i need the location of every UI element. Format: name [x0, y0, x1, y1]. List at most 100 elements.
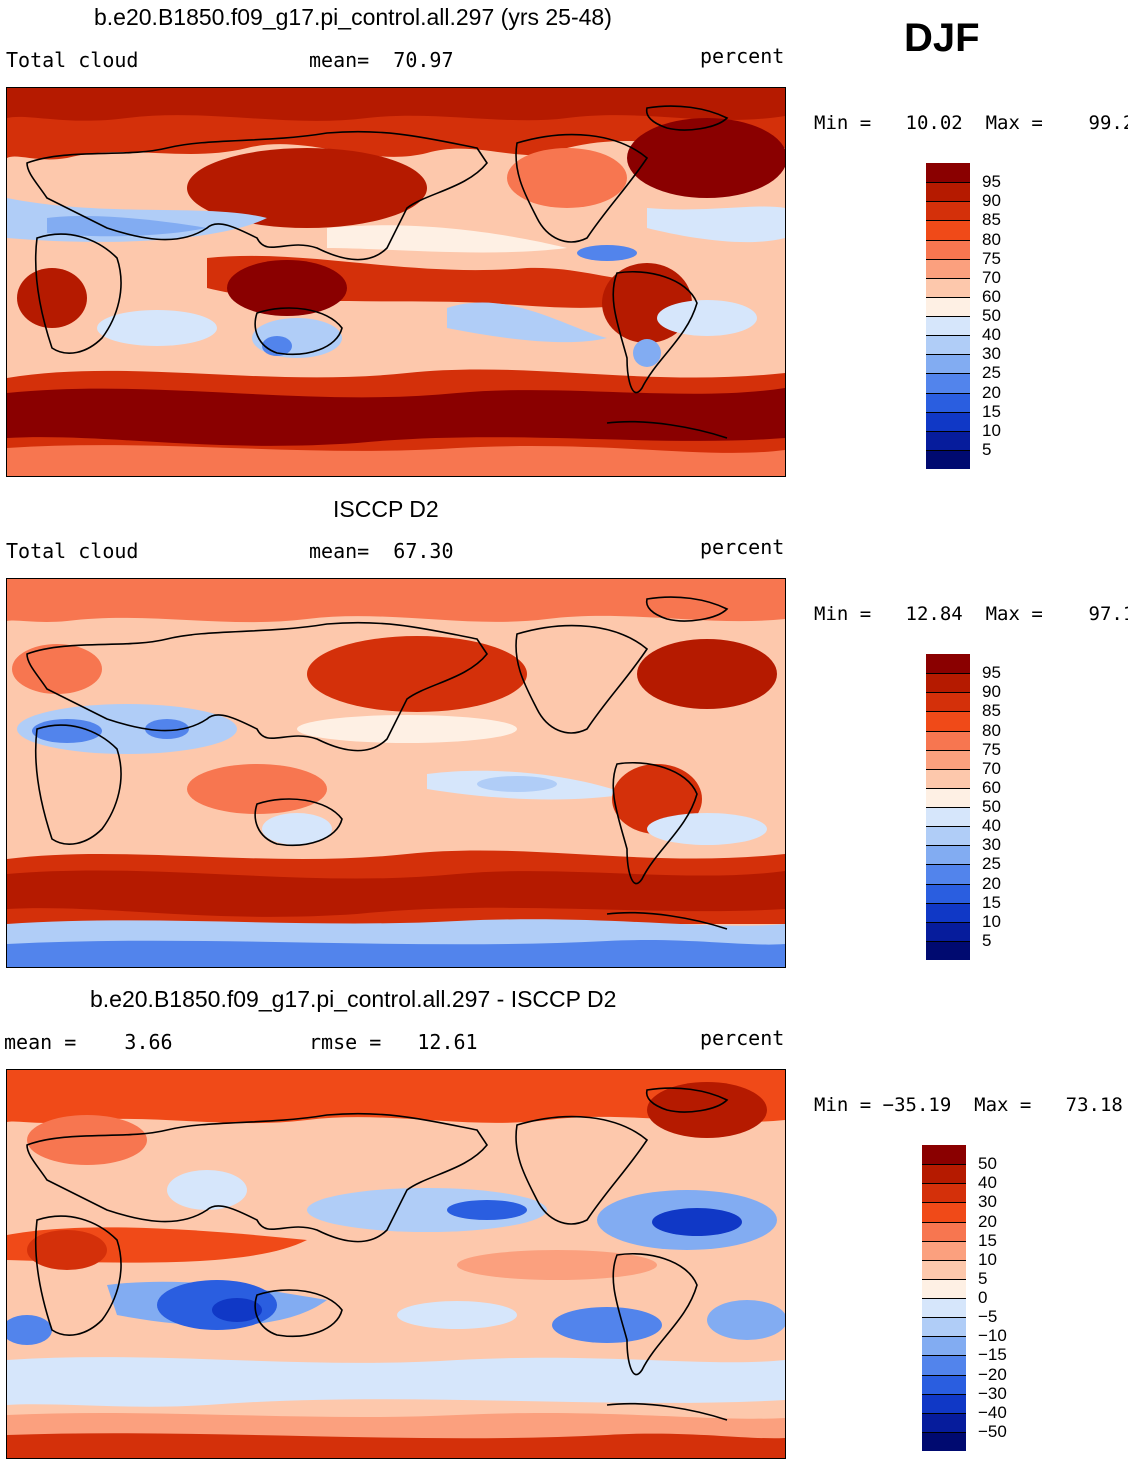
colorbar-swatch	[926, 654, 970, 674]
colorbar-swatch	[926, 768, 970, 788]
colorbar-swatch	[922, 1431, 966, 1451]
minmax-label: Min = −35.19 Max = 73.18	[814, 1094, 1123, 1116]
colorbar-label: 40	[982, 325, 1001, 345]
colorbar-label: 10	[978, 1249, 997, 1269]
colorbar-swatch	[926, 449, 970, 469]
colorbar-label: 85	[982, 701, 1001, 721]
colorbar-swatch	[926, 692, 970, 712]
colorbar-swatch	[922, 1240, 966, 1260]
colorbar-swatch	[926, 921, 970, 941]
panel-title: b.e20.B1850.f09_g17.pi_control.all.297 (…	[94, 4, 612, 30]
colorbar-swatch	[926, 845, 970, 865]
colorbar-label: −50	[978, 1421, 1007, 1441]
colorbar-swatch	[926, 220, 970, 240]
colorbar-swatch	[926, 354, 970, 374]
colorbar-label: 95	[982, 663, 1001, 683]
colorbar-swatch	[922, 1164, 966, 1184]
colorbar-swatch	[922, 1317, 966, 1337]
mean-label: mean= 70.97	[309, 48, 454, 72]
colorbar-label: 60	[982, 777, 1001, 797]
colorbar-label: 75	[982, 248, 1001, 268]
colorbar-swatch	[926, 258, 970, 278]
panel-title: b.e20.B1850.f09_g17.pi_control.all.297 -…	[90, 986, 617, 1012]
colorbar-label: 40	[978, 1173, 997, 1193]
colorbar-label: −10	[978, 1326, 1007, 1346]
colorbar-swatch	[922, 1336, 966, 1356]
colorbar-label: 5	[978, 1268, 988, 1288]
colorbar-label: 20	[978, 1211, 997, 1231]
colorbar-swatch	[926, 826, 970, 846]
colorbar-swatch	[926, 239, 970, 259]
minmax-label: Min = 10.02 Max = 99.26	[814, 112, 1128, 134]
colorbar-label: 95	[982, 172, 1001, 192]
season-label: DJF	[904, 16, 980, 60]
colorbar-label: 90	[982, 191, 1001, 211]
variable-label: Total cloud	[6, 48, 139, 72]
panel-title: ISCCP D2	[333, 496, 439, 522]
minmax-label: Min = 12.84 Max = 97.10	[814, 603, 1128, 625]
cloud-map	[6, 578, 786, 968]
colorbar-label: 75	[982, 739, 1001, 759]
rmse-label: rmse = 12.61	[309, 1030, 478, 1054]
colorbar-swatch	[922, 1412, 966, 1432]
colorbar-label: −15	[978, 1345, 1007, 1365]
colorbar-swatch	[922, 1393, 966, 1413]
colorbar-swatch	[926, 373, 970, 393]
colorbar-label: −30	[978, 1383, 1007, 1403]
colorbar-label: −5	[978, 1307, 998, 1327]
colorbar-swatch	[922, 1298, 966, 1318]
colorbar-swatch	[926, 316, 970, 336]
colorbar-swatch	[926, 883, 970, 903]
colorbar-label: 50	[978, 1154, 997, 1174]
variable-label: Total cloud	[6, 539, 139, 563]
colorbar-label: 85	[982, 210, 1001, 230]
colorbar-swatch	[926, 902, 970, 922]
colorbar-label: 0	[978, 1288, 988, 1307]
units-label: percent	[700, 535, 785, 559]
colorbar-swatch	[926, 711, 970, 731]
colorbar-label: 15	[982, 892, 1001, 912]
colorbar-swatch	[926, 392, 970, 412]
colorbar-label: 40	[982, 816, 1001, 836]
colorbar-swatch	[922, 1355, 966, 1375]
colorbar-label: 30	[982, 344, 1001, 364]
colorbar-swatch	[922, 1183, 966, 1203]
colorbar-label: 60	[982, 286, 1001, 306]
colorbar-label: 5	[982, 439, 992, 459]
colorbar-label: 5	[982, 930, 992, 950]
colorbar-label: 70	[982, 758, 1001, 778]
colorbar-label: 90	[982, 682, 1001, 702]
colorbar-swatch	[926, 163, 970, 183]
colorbar-swatch	[922, 1278, 966, 1298]
mean-label: mean = 3.66	[4, 1030, 173, 1054]
colorbar-label: 10	[982, 911, 1001, 931]
colorbar-swatch	[926, 296, 970, 316]
units-label: percent	[700, 1026, 785, 1050]
colorbar-swatch	[922, 1145, 966, 1165]
colorbar-swatch	[926, 749, 970, 769]
colorbar-label: 25	[982, 363, 1001, 383]
colorbar-label: −40	[978, 1402, 1007, 1422]
colorbar-label: 20	[982, 873, 1001, 893]
colorbar-label: 80	[982, 229, 1001, 249]
colorbar-label: 15	[978, 1230, 997, 1250]
colorbar-label: 30	[982, 835, 1001, 855]
mean-label: mean= 67.30	[309, 539, 454, 563]
colorbar-swatch	[926, 940, 970, 960]
colorbar-label: 25	[982, 854, 1001, 874]
colorbar-swatch	[922, 1221, 966, 1241]
colorbar-swatch	[926, 807, 970, 827]
colorbar-swatch	[926, 182, 970, 202]
colorbar-label: 10	[982, 420, 1001, 440]
colorbar-label: 15	[982, 401, 1001, 421]
colorbar-swatch	[926, 787, 970, 807]
colorbar-label: 30	[978, 1192, 997, 1212]
colorbar-swatch	[926, 673, 970, 693]
colorbar-label: 50	[982, 797, 1001, 816]
units-label: percent	[700, 44, 785, 68]
colorbar-swatch	[926, 430, 970, 450]
colorbar-label: 80	[982, 720, 1001, 740]
colorbar-label: 50	[982, 306, 1001, 325]
colorbar-label: 20	[982, 382, 1001, 402]
colorbar-swatch	[926, 730, 970, 750]
